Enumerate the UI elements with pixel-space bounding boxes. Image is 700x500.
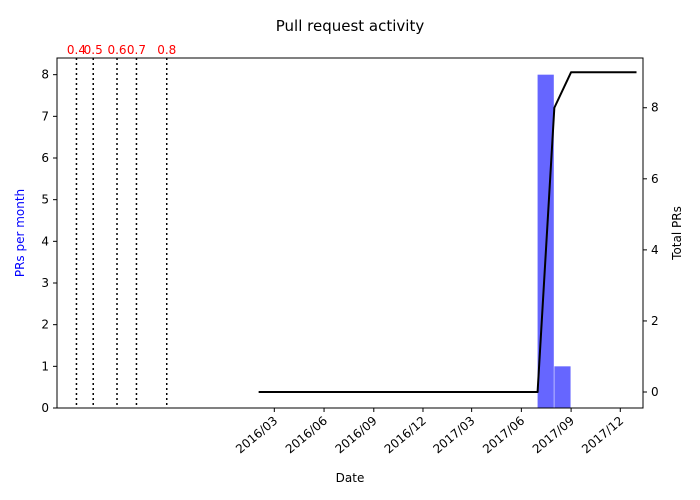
pr-bar <box>554 366 571 408</box>
chart-title: Pull request activity <box>276 17 425 35</box>
release-label: 0.5 <box>84 43 103 57</box>
x-tick-label: 2017/03 <box>430 414 477 457</box>
left-tick-label: 0 <box>41 401 49 415</box>
left-y-axis-label: PRs per month <box>13 189 27 277</box>
left-tick-label: 2 <box>41 318 49 332</box>
right-tick-label: 4 <box>651 243 659 257</box>
release-label: 0.4 <box>67 43 86 57</box>
x-tick-label: 2016/06 <box>283 414 330 457</box>
x-tick-label: 2016/03 <box>233 414 280 457</box>
release-label: 0.6 <box>107 43 126 57</box>
left-tick-label: 4 <box>41 234 49 248</box>
x-tick-label: 2017/09 <box>530 414 577 457</box>
x-tick-label: 2017/12 <box>579 414 626 457</box>
plot-frame <box>56 57 644 409</box>
left-tick-label: 3 <box>41 276 49 290</box>
x-axis-label: Date <box>336 471 365 485</box>
total-prs-line <box>258 71 637 394</box>
left-tick-label: 5 <box>41 193 49 207</box>
left-tick-label: 8 <box>41 68 49 82</box>
right-tick-label: 6 <box>651 172 659 186</box>
right-y-axis-label: Total PRs <box>670 206 684 261</box>
left-tick-label: 1 <box>41 359 49 373</box>
x-tick-label: 2016/12 <box>382 414 429 457</box>
release-label: 0.7 <box>127 43 146 57</box>
right-tick-label: 2 <box>651 314 659 328</box>
left-tick-label: 7 <box>41 109 49 123</box>
left-tick-label: 6 <box>41 151 49 165</box>
right-tick-label: 0 <box>651 385 659 399</box>
plot-marks: 0.40.5 0.6 0.7 0.8 <box>67 43 637 409</box>
x-tick-label: 2017/06 <box>480 414 527 457</box>
release-label: 0.8 <box>157 43 176 57</box>
x-tick-label: 2016/09 <box>333 414 380 457</box>
right-tick-label: 8 <box>651 101 659 115</box>
